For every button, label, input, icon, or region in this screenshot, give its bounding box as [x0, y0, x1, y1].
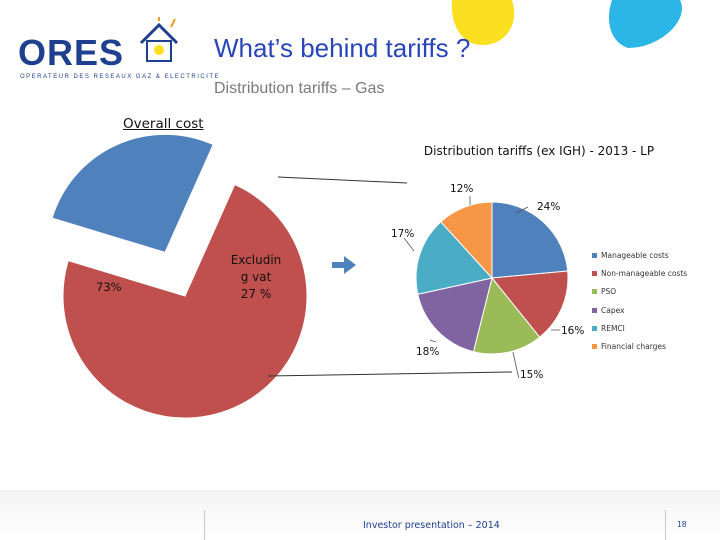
tariff-slice-manageable-costs	[491, 201, 569, 279]
legend-label: PSO	[601, 287, 617, 297]
legend-label: REMCI	[601, 323, 625, 333]
legend-label: Non-manageable costs	[601, 269, 688, 279]
legend-item-capex: Capex	[592, 306, 625, 315]
legend-item-remci: REMCI	[592, 324, 625, 333]
page-subtitle: Distribution tariffs – Gas	[214, 80, 385, 97]
legend-swatch	[592, 253, 597, 258]
legend-item-financial-charges: Financial charges	[592, 342, 666, 351]
legend-swatch	[592, 325, 597, 331]
section-label: Overall cost	[123, 116, 204, 132]
house-logo-icon	[139, 17, 179, 62]
legend-label: Financial charges	[601, 342, 666, 351]
header-decoration	[451, 0, 682, 48]
tariff-label-remci: 17%	[391, 228, 415, 240]
legend-label: Manageable costs	[601, 251, 669, 260]
tariff-label-financial: 12%	[450, 183, 474, 195]
tariff-label-manageable: 24%	[537, 201, 561, 213]
footer-text: Investor presentation – 2014	[363, 520, 500, 531]
page-number: 18	[677, 520, 687, 529]
legend-item-non-manageable-costs: Non-manageable costs	[592, 269, 687, 278]
ores-logo-text: ORES	[18, 32, 125, 73]
overall-slice-label-excl-vat: Excludin g vat 27 %	[230, 253, 282, 301]
overall-cost-pie	[51, 133, 308, 419]
legend-swatch	[592, 344, 597, 349]
logo-tagline: OPERATEUR DES RESEAUX GAZ & ELECTRICITE	[20, 74, 221, 80]
legend-item-manageable-costs: Manageable costs	[592, 251, 669, 260]
legend-item-pso: PSO	[592, 287, 616, 296]
tariff-slice-financial-charges	[440, 201, 493, 280]
legend-swatch	[592, 271, 597, 277]
footer-band	[0, 490, 720, 540]
tariff-chart-title: Distribution tariffs (ex IGH) - 2013 - L…	[423, 144, 655, 158]
footer-divider-right	[665, 510, 666, 540]
tariff-slice-capex	[417, 277, 493, 353]
tariff-slice-remci	[415, 221, 493, 295]
connector-line-bottom	[267, 371, 513, 377]
legend-swatch	[592, 289, 597, 295]
distribution-tariffs-pie	[415, 201, 569, 355]
footer-divider-left	[204, 510, 205, 540]
tariff-label-capex: 18%	[416, 346, 440, 358]
tariff-slice-non-manageable-costs	[491, 270, 569, 338]
tariff-label-leaders	[403, 196, 560, 379]
legend-label: Capex	[601, 305, 625, 315]
overall-slice-label-vat: 73%	[96, 280, 122, 294]
connector-line-top	[277, 176, 408, 184]
tariff-label-non-manageable: 16%	[561, 325, 585, 337]
overall-slice-vat	[62, 183, 308, 419]
tariff-label-pso: 15%	[520, 369, 544, 381]
overall-slice-excl-vat	[51, 133, 214, 253]
page-title: What’s behind tariffs ?	[214, 33, 471, 63]
legend-swatch	[592, 307, 597, 313]
right-arrow-icon	[332, 256, 356, 274]
tariff-slice-pso	[472, 276, 541, 355]
